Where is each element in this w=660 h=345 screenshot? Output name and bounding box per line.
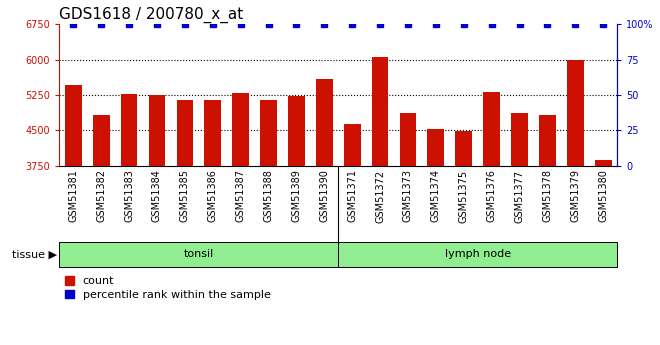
Bar [539,115,556,166]
Bar [205,100,221,166]
Text: GDS1618 / 200780_x_at: GDS1618 / 200780_x_at [59,7,244,23]
Bar [232,93,249,166]
Text: GSM51383: GSM51383 [124,169,134,222]
Bar [338,241,617,267]
Text: lymph node: lymph node [445,249,511,259]
Text: GSM51381: GSM51381 [69,169,79,222]
Text: tonsil: tonsil [183,249,214,259]
Text: GSM51374: GSM51374 [431,169,441,223]
Bar [316,79,333,166]
Bar [93,115,110,166]
Text: GSM51387: GSM51387 [236,169,246,223]
Text: GSM51377: GSM51377 [515,169,525,223]
Text: GSM51380: GSM51380 [598,169,608,222]
Bar [483,91,500,166]
Bar [65,86,82,166]
Bar [148,95,166,166]
Bar [288,96,305,166]
Text: GSM51372: GSM51372 [375,169,385,223]
Bar [399,113,416,166]
Bar [344,124,360,166]
Text: GSM51378: GSM51378 [543,169,552,223]
Text: GSM51379: GSM51379 [570,169,580,223]
Text: GSM51390: GSM51390 [319,169,329,222]
Text: GSM51382: GSM51382 [96,169,106,223]
Text: GSM51371: GSM51371 [347,169,357,223]
Text: tissue ▶: tissue ▶ [12,249,57,259]
Bar [595,160,612,166]
Text: GSM51389: GSM51389 [292,169,302,222]
Legend: count, percentile rank within the sample: count, percentile rank within the sample [65,276,271,300]
Bar [176,100,193,166]
Text: GSM51388: GSM51388 [263,169,273,222]
Bar [260,100,277,166]
Text: GSM51376: GSM51376 [486,169,496,223]
Text: GSM51375: GSM51375 [459,169,469,223]
Text: GSM51384: GSM51384 [152,169,162,222]
Bar [372,57,389,166]
Text: GSM51385: GSM51385 [180,169,190,223]
Bar [59,241,338,267]
Bar [511,113,528,166]
Bar [121,95,137,166]
Text: GSM51386: GSM51386 [208,169,218,222]
Text: GSM51373: GSM51373 [403,169,413,223]
Bar [455,131,472,166]
Bar [428,129,444,166]
Bar [567,60,583,166]
